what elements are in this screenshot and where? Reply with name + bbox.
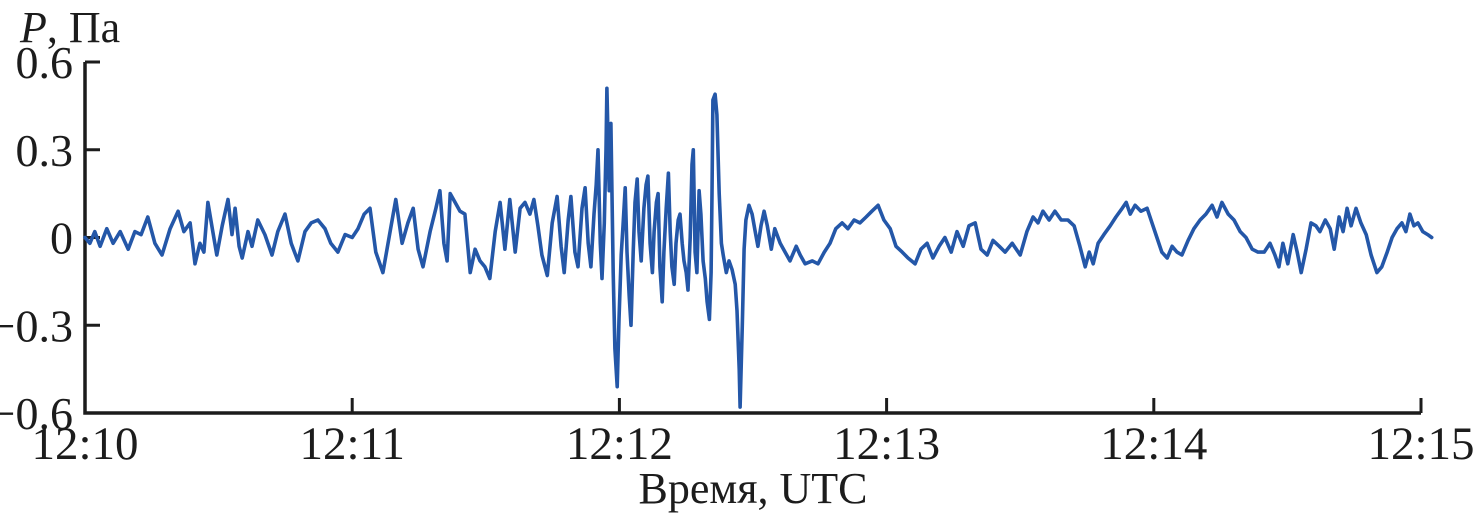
- y-tick-label: 0.3: [16, 125, 74, 176]
- tick-labels: 0.6 0.3 0 −0.3 −0.612:10 12:11 12:12 12:13 12:14…: [0, 37, 1473, 470]
- x-tick-label: 12:14: [1100, 418, 1207, 470]
- y-tick-label: 0.6: [16, 37, 74, 88]
- axis-lines: [83, 62, 1421, 415]
- y-axis-title-symbol: P: [19, 3, 47, 52]
- pressure-trace: [83, 86, 1434, 409]
- pressure-trace-group: [83, 86, 1434, 409]
- y-tick-label: 0: [50, 213, 73, 264]
- y-axis-title: P, Па: [19, 3, 120, 52]
- x-tick-label: 12:10: [31, 418, 138, 470]
- y-tick-label: −0.6: [0, 388, 73, 439]
- x-tick-label: 12:15: [1367, 418, 1473, 470]
- tick-marks: [83, 60, 1423, 415]
- y-tick-label: −0.3: [0, 300, 73, 351]
- x-tick-label: 12:11: [300, 418, 405, 470]
- x-axis-title: Время, UTC: [639, 464, 868, 513]
- axes-frame: [83, 62, 1421, 415]
- y-axis-title-unit: , Па: [47, 3, 120, 52]
- x-tick-label: 12:12: [566, 418, 673, 470]
- x-tick-label: 12:13: [833, 418, 940, 470]
